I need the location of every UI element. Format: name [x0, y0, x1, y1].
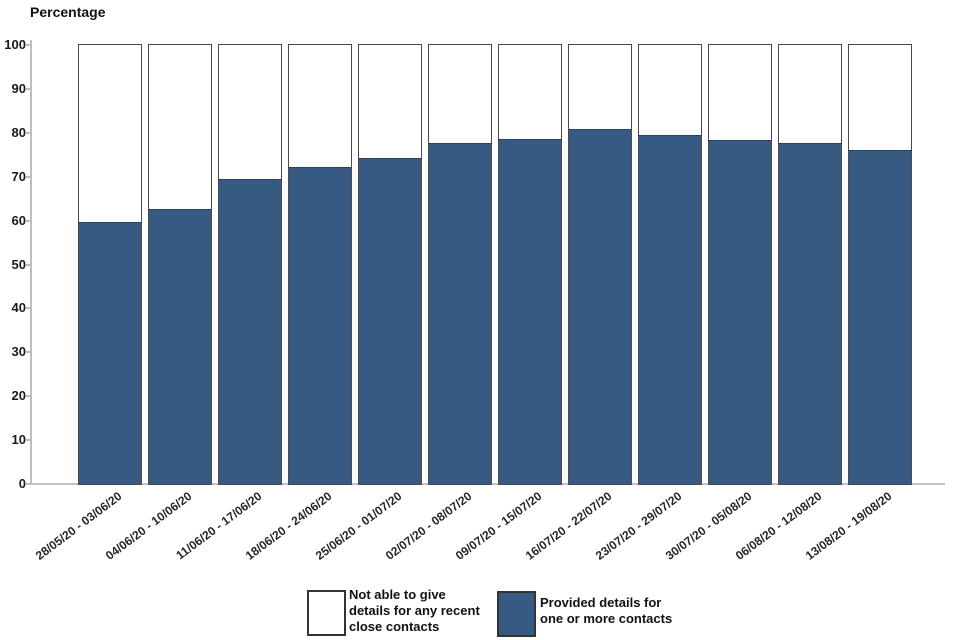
bar-segment-provided-details [569, 128, 631, 484]
y-axis-tick-mark [26, 483, 31, 485]
bar-28/05/20 - 03/06/20 [78, 44, 142, 485]
bar-segment-provided-details [289, 167, 351, 484]
y-axis-title: Percentage [30, 4, 106, 20]
y-axis-tick-label: 100 [4, 37, 26, 52]
legend-swatch-not-able [307, 590, 346, 636]
y-axis-tick-label: 0 [18, 476, 26, 491]
bar-segment-provided-details [219, 178, 281, 484]
y-axis-tick-label: 10 [11, 432, 26, 448]
y-axis-tick-mark [26, 131, 31, 134]
bar-30/07/20 - 05/08/20 [708, 44, 772, 485]
y-axis-tick-label: 40 [11, 300, 26, 316]
y-axis-tick-label: 70 [11, 168, 26, 184]
bar-segment-provided-details [359, 158, 421, 484]
x-axis-tick-label: 09/07/20 - 15/07/20 [452, 489, 545, 563]
y-axis-line [30, 40, 32, 485]
x-axis-tick-label: 16/07/20 - 22/07/20 [522, 489, 615, 563]
x-axis-tick-label: 23/07/20 - 29/07/20 [592, 489, 685, 563]
legend-label-provided: Provided details for one or more contact… [540, 595, 673, 626]
bar-segment-provided-details [149, 208, 211, 484]
bar-11/06/20 - 17/06/20 [218, 44, 282, 485]
y-axis-tick-label: 80 [11, 124, 26, 140]
bar-06/08/20 - 12/08/20 [778, 44, 842, 485]
x-axis-tick-label: 02/07/20 - 08/07/20 [382, 489, 475, 563]
y-axis-tick-label: 90 [11, 80, 26, 96]
bar-02/07/20 - 08/07/20 [428, 44, 492, 485]
bar-segment-provided-details [849, 149, 911, 484]
bar-segment-provided-details [79, 221, 141, 484]
bar-04/06/20 - 10/06/20 [148, 44, 212, 485]
x-axis-tick-label: 11/06/20 - 17/06/20 [173, 489, 265, 563]
y-axis-tick-mark [26, 439, 31, 442]
y-axis-tick-label: 50 [11, 256, 26, 272]
legend-label-not-able: Not able to give details for any recent … [349, 587, 480, 634]
x-axis-tick-label: 30/07/20 - 05/08/20 [662, 489, 755, 563]
x-axis-tick-label: 06/08/20 - 12/08/20 [732, 489, 825, 563]
bar-segment-provided-details [429, 143, 491, 484]
x-axis-tick-label: 04/06/20 - 10/06/20 [102, 489, 195, 563]
bar-25/06/20 - 01/07/20 [358, 44, 422, 485]
bar-segment-provided-details [779, 143, 841, 484]
bar-segment-provided-details [709, 139, 771, 484]
y-axis-tick-mark [26, 263, 31, 266]
y-axis-tick-mark [26, 395, 31, 398]
bar-16/07/20 - 22/07/20 [568, 44, 632, 485]
bar-13/08/20 - 19/08/20 [848, 44, 912, 485]
y-axis-tick-mark [26, 87, 31, 90]
bar-09/07/20 - 15/07/20 [498, 44, 562, 485]
x-axis-tick-label: 28/05/20 - 03/06/20 [32, 489, 125, 563]
y-axis-tick-label: 30 [11, 344, 26, 360]
x-axis-tick-label: 18/06/20 - 24/06/20 [242, 489, 335, 563]
bar-segment-provided-details [639, 135, 701, 484]
y-axis-tick-mark [26, 307, 31, 310]
bar-23/07/20 - 29/07/20 [638, 44, 702, 485]
bar-18/06/20 - 24/06/20 [288, 44, 352, 485]
y-axis-tick-label: 20 [11, 388, 26, 404]
y-axis-tick-mark [26, 351, 31, 354]
x-axis-tick-label: 25/06/20 - 01/07/20 [312, 489, 405, 563]
x-axis-tick-label: 13/08/20 - 19/08/20 [802, 489, 895, 563]
legend-swatch-provided [497, 591, 536, 637]
y-axis-tick-label: 60 [11, 212, 26, 228]
y-axis-tick-mark [26, 44, 31, 46]
y-axis-tick-mark [26, 175, 31, 178]
y-axis-tick-mark [26, 219, 31, 222]
bar-segment-provided-details [499, 139, 561, 484]
